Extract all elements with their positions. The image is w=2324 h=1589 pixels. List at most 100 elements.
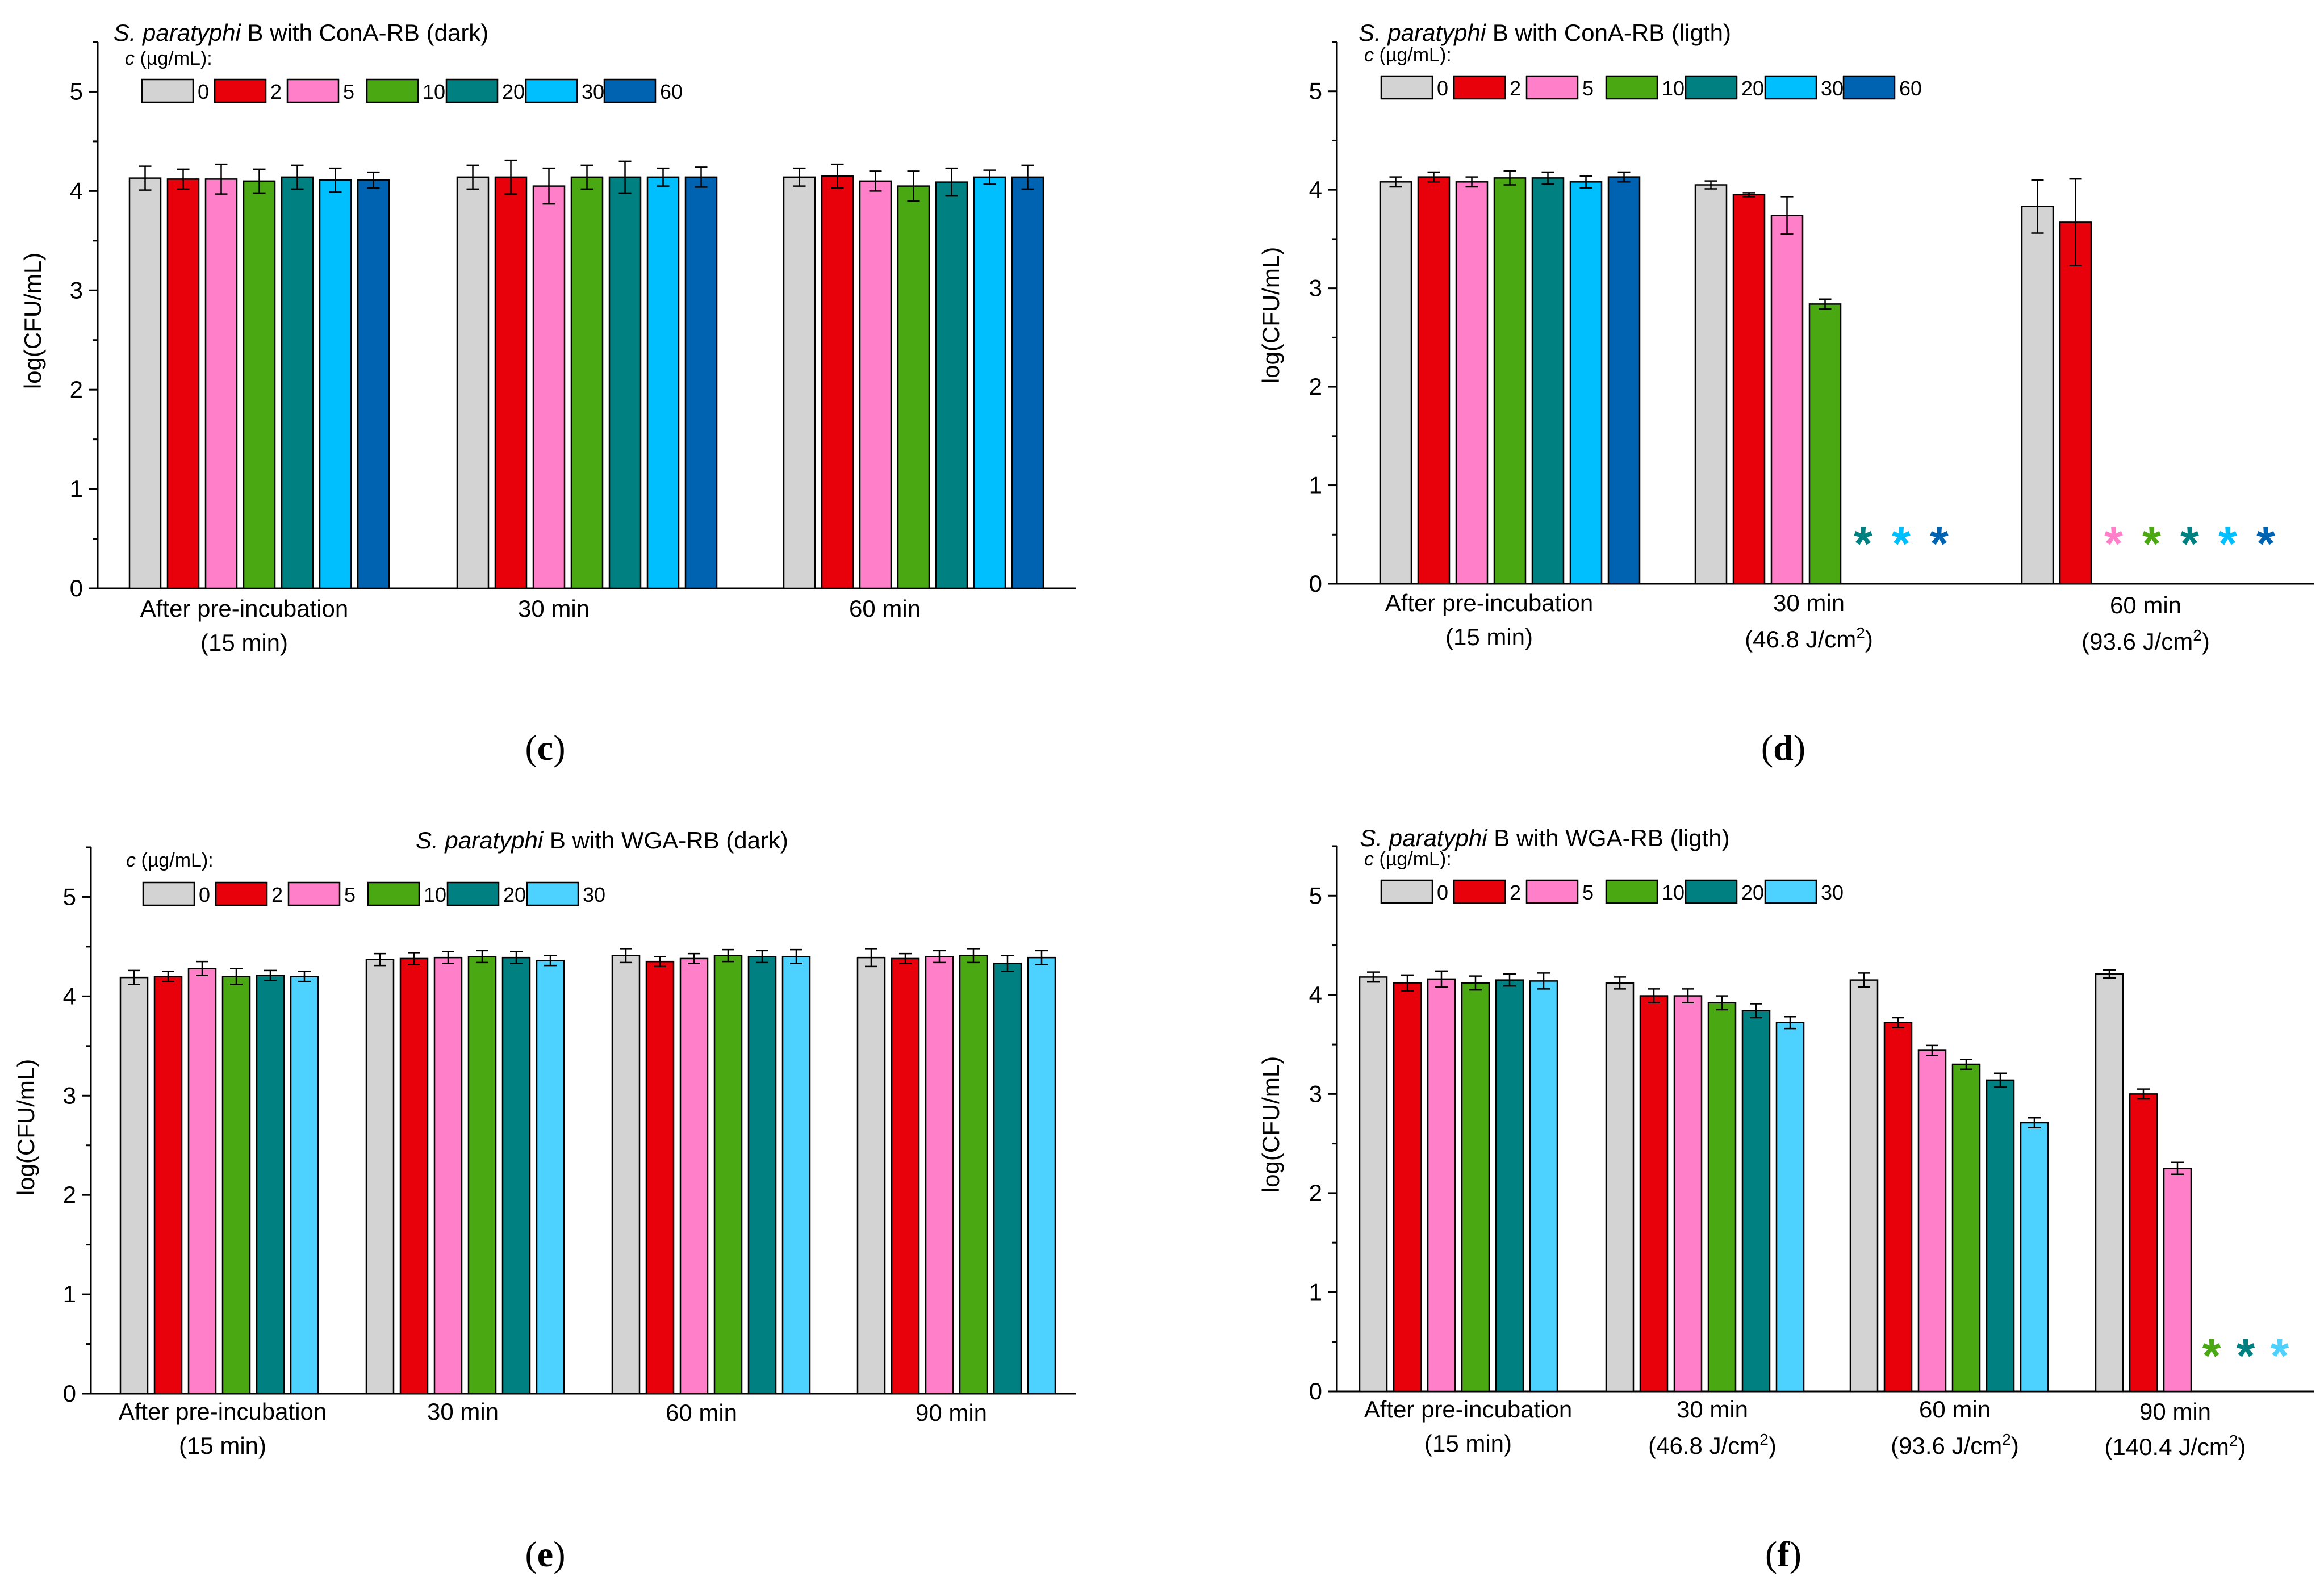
bar bbox=[1529, 980, 1558, 1393]
legend-label: 10 bbox=[423, 80, 445, 103]
legend-title: c (µg/mL): bbox=[1364, 44, 1452, 66]
significance-asterisk: * bbox=[2142, 517, 2161, 570]
legend-label: 10 bbox=[424, 883, 446, 906]
bar bbox=[319, 179, 352, 589]
bar bbox=[1359, 976, 1388, 1393]
legend-label: 2 bbox=[1510, 881, 1521, 904]
significance-asterisk: * bbox=[1930, 517, 1949, 570]
bar bbox=[2059, 221, 2092, 585]
x-category-label: 60 min bbox=[849, 595, 921, 622]
legend-title: c (µg/mL): bbox=[126, 850, 214, 871]
significance-asterisk: * bbox=[2202, 1329, 2221, 1382]
x-category-label: (93.6 J/cm2) bbox=[1891, 1431, 2019, 1459]
legend-swatch bbox=[366, 78, 419, 103]
bar bbox=[993, 963, 1022, 1395]
bar bbox=[821, 175, 854, 589]
legend-swatch bbox=[1525, 879, 1579, 904]
y-tick-label: 0 bbox=[70, 575, 83, 601]
legend-swatch bbox=[141, 78, 194, 103]
legend-label: 0 bbox=[1437, 77, 1448, 100]
bar bbox=[1808, 303, 1842, 585]
legend-label: 5 bbox=[1582, 77, 1594, 100]
bar bbox=[1849, 979, 1879, 1393]
bar bbox=[2020, 1122, 2049, 1393]
legend-label: 0 bbox=[198, 80, 209, 103]
bar bbox=[1495, 979, 1524, 1393]
bar bbox=[2129, 1093, 2158, 1393]
legend-swatch bbox=[1380, 879, 1433, 904]
legend-swatch bbox=[286, 78, 340, 103]
bar bbox=[1393, 982, 1422, 1393]
chart-panel-f: 0 1 2 3 4 5 * * * S. paratyphi B with WGA-RB (l… bbox=[1257, 825, 2314, 1574]
significance-asterisk: * bbox=[1892, 517, 1911, 570]
bar bbox=[1883, 1022, 1913, 1393]
x-category-labels: After pre-incubation (15 min) 30 min 60 … bbox=[140, 595, 921, 656]
bar bbox=[536, 960, 565, 1395]
bar bbox=[897, 185, 930, 589]
bar bbox=[187, 968, 217, 1395]
y-tick-label: 5 bbox=[1309, 78, 1322, 104]
panel-label: (d) bbox=[1761, 727, 1805, 768]
bar bbox=[119, 976, 149, 1395]
legend-label: 30 bbox=[583, 883, 605, 906]
bar bbox=[859, 180, 892, 589]
legend-label: 2 bbox=[1510, 77, 1521, 100]
bar bbox=[1732, 194, 1766, 585]
significance-asterisk: * bbox=[2256, 517, 2275, 570]
chart-panel-e: 0 1 2 3 4 5 S. paratyphi B with WGA-RB (dark)… bbox=[12, 827, 1076, 1574]
chart-title: S. paratyphi B with ConA-RB (ligth) bbox=[1359, 19, 1731, 46]
x-category-label: (46.8 J/cm2) bbox=[1745, 624, 1873, 653]
legend-label: 0 bbox=[199, 883, 210, 906]
legend-label: 60 bbox=[1899, 77, 1922, 100]
bar bbox=[973, 176, 1006, 589]
bar bbox=[891, 957, 920, 1395]
bar bbox=[713, 955, 743, 1395]
y-tick-label: 3 bbox=[63, 1082, 76, 1109]
legend-label: 10 bbox=[1662, 77, 1685, 100]
x-category-label: After pre-incubation bbox=[1385, 589, 1594, 616]
y-tick-label: 3 bbox=[70, 277, 83, 303]
legend-swatch bbox=[1685, 879, 1738, 904]
bar bbox=[608, 176, 642, 589]
bar bbox=[281, 176, 314, 589]
bar bbox=[611, 955, 641, 1395]
x-category-label: (93.6 J/cm2) bbox=[2081, 626, 2210, 655]
bar bbox=[494, 176, 528, 589]
chart-title: S. paratyphi B with WGA-RB (ligth) bbox=[1360, 825, 1729, 851]
bar bbox=[290, 976, 319, 1395]
bar bbox=[783, 176, 816, 589]
y-tick-label: 0 bbox=[1309, 570, 1322, 597]
legend-swatch bbox=[1842, 75, 1896, 100]
y-tick-label: 0 bbox=[63, 1380, 76, 1407]
x-category-label: (15 min) bbox=[1445, 624, 1533, 650]
bar bbox=[684, 176, 718, 589]
legend-swatch bbox=[1453, 879, 1506, 904]
bar bbox=[856, 956, 886, 1395]
significance-asterisk: * bbox=[2180, 517, 2199, 570]
chart-panel-c: 0 1 2 3 4 5 S. paratyphi B with ConA-RB (dark… bbox=[19, 19, 1076, 768]
legend-swatch bbox=[446, 881, 500, 906]
x-category-label: 60 min bbox=[666, 1399, 737, 1426]
legend-swatch bbox=[1605, 879, 1658, 904]
bar bbox=[221, 976, 251, 1395]
legend: c (µg/mL): 0 2 5 10 20 30 bbox=[1364, 848, 1844, 904]
x-category-label: 30 min bbox=[427, 1398, 499, 1425]
bar bbox=[399, 957, 429, 1395]
significance-asterisk: * bbox=[2104, 517, 2123, 570]
bar bbox=[243, 180, 276, 589]
x-category-label: (46.8 J/cm2) bbox=[1648, 1431, 1777, 1459]
legend-label: 30 bbox=[582, 80, 604, 103]
bar bbox=[2021, 206, 2054, 585]
significance-asterisk: * bbox=[2237, 1329, 2255, 1382]
bar bbox=[1027, 956, 1056, 1395]
legend-swatch bbox=[367, 881, 420, 906]
y-tick-label: 2 bbox=[63, 1181, 76, 1208]
bar bbox=[1417, 176, 1451, 585]
legend-label: 0 bbox=[1437, 881, 1448, 904]
legend: c (µg/mL): 0 2 5 10 20 30 60 bbox=[1364, 44, 1922, 100]
legend-label: 5 bbox=[343, 80, 354, 103]
bar bbox=[1707, 1002, 1737, 1393]
panel-label: (e) bbox=[525, 1534, 565, 1574]
x-category-label: (15 min) bbox=[1424, 1430, 1512, 1457]
legend-swatch bbox=[445, 78, 499, 103]
